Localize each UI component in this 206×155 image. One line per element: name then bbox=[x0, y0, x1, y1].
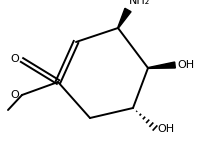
Polygon shape bbox=[118, 8, 131, 28]
Polygon shape bbox=[148, 62, 175, 68]
Text: OH: OH bbox=[157, 124, 174, 134]
Text: NH₂: NH₂ bbox=[129, 0, 150, 6]
Text: O: O bbox=[10, 90, 19, 100]
Text: O: O bbox=[10, 54, 19, 64]
Text: OH: OH bbox=[177, 60, 194, 70]
